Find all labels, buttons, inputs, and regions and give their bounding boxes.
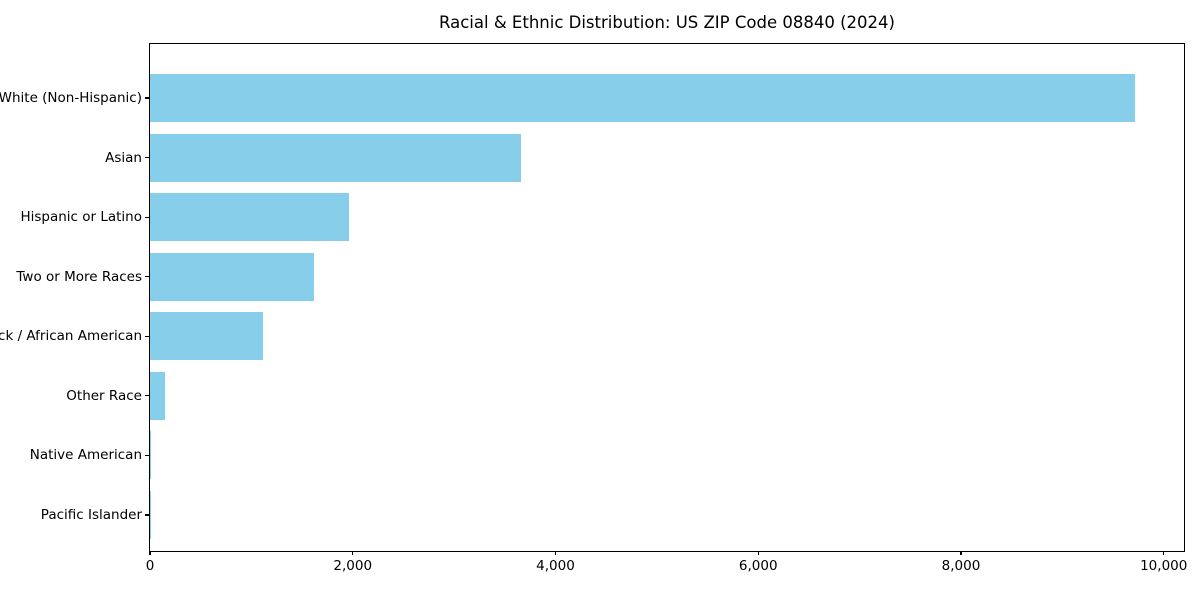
category-label-pacific-islander: Pacific Islander	[40, 506, 142, 523]
y-tick	[145, 276, 149, 278]
bar-other-race	[150, 371, 165, 420]
x-tick-label: 4,000	[536, 558, 575, 574]
bar-two-or-more-races	[150, 252, 315, 301]
x-tick-label: 2,000	[333, 558, 373, 574]
x-tick	[554, 551, 557, 555]
y-tick	[145, 97, 149, 99]
x-tick	[352, 551, 354, 555]
bar-asian	[150, 133, 522, 182]
x-tick	[757, 551, 759, 555]
x-tick-label: 0	[145, 558, 155, 574]
bar-native-american	[150, 431, 152, 480]
y-tick	[145, 156, 149, 159]
x-tick-label: 8,000	[941, 558, 981, 574]
y-tick	[145, 395, 149, 397]
x-tick	[960, 551, 962, 555]
x-tick-label: 6,000	[738, 558, 778, 574]
plot-area: White (Non-Hispanic) Asian Hispanic or Lat…	[0, 43, 1187, 574]
category-label-two-or-more-races: Two or More Races	[16, 268, 142, 285]
x-tick-label: 10,000	[1140, 558, 1188, 574]
x-tick	[149, 551, 151, 555]
category-label-hispanic-or-latino: Hispanic or Latino	[20, 209, 142, 226]
bar-white-non-hispanic	[150, 74, 1136, 122]
y-tick	[145, 514, 149, 516]
bar-hispanic-or-latino	[150, 193, 349, 242]
y-tick	[145, 335, 149, 337]
x-tick	[1163, 551, 1165, 555]
category-label-white-non-hispanic: White (Non-Hispanic)	[0, 90, 142, 106]
category-label-other-race: Other Race	[66, 387, 142, 404]
bar-black-african-american	[150, 312, 263, 361]
category-label-black-african-american: Black / African American	[0, 328, 142, 345]
category-label-native-american: Native American	[29, 447, 142, 464]
y-tick	[145, 454, 149, 456]
y-tick	[145, 216, 149, 218]
category-label-asian: Asian	[105, 149, 142, 166]
chart-title: Racial & Ethnic Distribution: US ZIP Cod…	[439, 13, 895, 32]
